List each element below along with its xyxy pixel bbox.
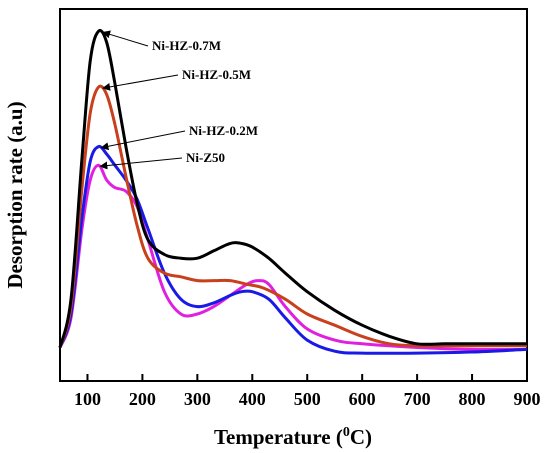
annotations: Ni-HZ-0.7M Ni-HZ-0.5M Ni-HZ-0.2M Ni-Z50: [99, 30, 258, 170]
x-tick-label: 400: [239, 389, 266, 409]
x-tick-label: 600: [349, 389, 376, 409]
x-tick-label: 200: [129, 389, 156, 409]
series-line-ni-hz-0-2m: [58, 144, 528, 355]
annotation-arrow: [99, 157, 183, 170]
annotation-label: Ni-HZ-0.7M: [152, 38, 221, 53]
x-tick-label: 900: [514, 389, 541, 409]
x-tick-label: 300: [184, 389, 211, 409]
x-tick-label: 700: [404, 389, 431, 409]
x-tick-label: 500: [294, 389, 321, 409]
x-axis-ticks: 100 200 300 400 500 600 700 800 900: [74, 374, 541, 409]
x-axis-label: Temperature (0C): [214, 425, 372, 449]
annotation-label: Ni-HZ-0.5M: [182, 67, 251, 82]
annotation-label: Ni-HZ-0.2M: [189, 123, 258, 138]
x-axis-label-unit: C): [350, 425, 372, 449]
series-line-ni-hz-0-5m: [58, 84, 527, 348]
series-line-ni-z50: [58, 163, 528, 352]
series-lines: [58, 29, 528, 355]
y-axis-label: Desorption rate (a.u): [3, 101, 27, 288]
x-axis-label-sup: 0: [343, 425, 350, 440]
annotation-arrow: [100, 130, 186, 151]
x-tick-label: 100: [74, 389, 101, 409]
annotation-arrow: [102, 30, 149, 47]
annotation-label: Ni-Z50: [186, 150, 225, 165]
series-line-ni-hz-0-7m: [58, 29, 527, 348]
x-tick-label: 800: [459, 389, 486, 409]
plot-frame: [59, 8, 528, 382]
x-axis-label-main: Temperature (: [214, 425, 343, 449]
annotation-arrow: [102, 74, 179, 91]
